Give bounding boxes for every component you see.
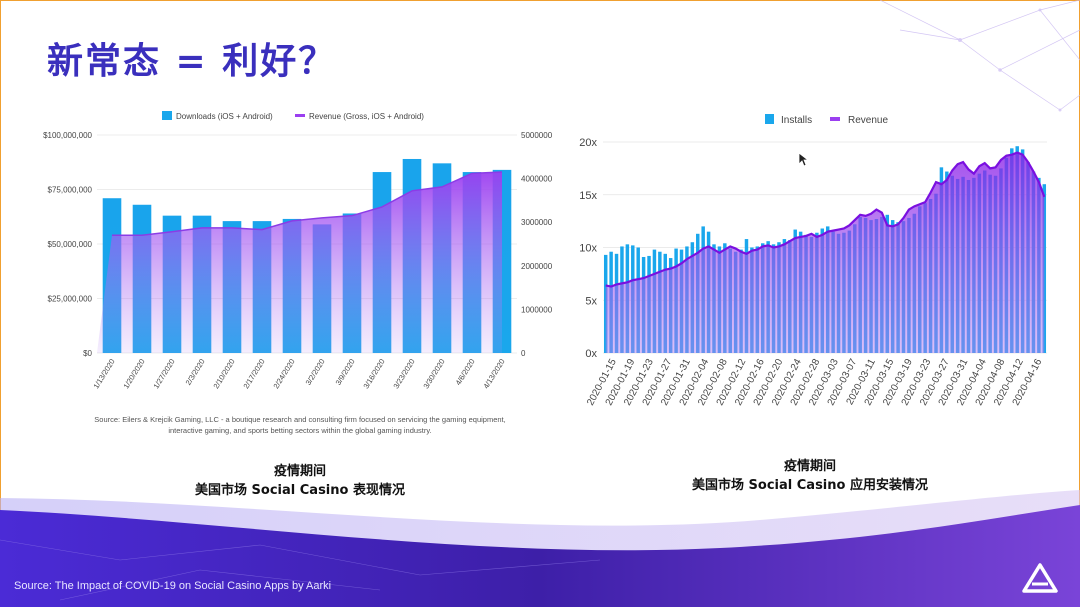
legend-revenue-swatch <box>295 114 305 117</box>
legend-revenue-label: Revenue (Gross, iOS + Android) <box>309 112 424 121</box>
aarki-triangle-icon <box>1022 563 1058 593</box>
installs-bar <box>603 254 608 353</box>
right-caption-line-2: 美国市场 Social Casino 应用安装情况 <box>692 478 928 493</box>
legend-downloads-swatch <box>162 111 172 120</box>
legend-downloads-label: Downloads (iOS + Android) <box>176 112 273 121</box>
x-tick-label: 2/3/2020 <box>184 357 207 387</box>
source-note-line-2: interactive gaming, and sports betting s… <box>168 426 432 435</box>
x-tick-label: 1/27/2020 <box>151 357 176 390</box>
revenue-area <box>605 152 1045 353</box>
y-right-tick-label: 1000000 <box>521 305 553 314</box>
y-right-tick-label: 5000000 <box>521 131 553 140</box>
right-caption: 疫情期间 美国市场 Social Casino 应用安装情况 <box>660 457 960 495</box>
installs-bar <box>1042 184 1047 353</box>
y-tick-label: 5x <box>585 295 597 307</box>
left-caption-line-1: 疫情期间 <box>273 464 326 479</box>
x-tick-label: 1/20/2020 <box>121 357 146 390</box>
x-tick-label: 2/10/2020 <box>211 357 236 390</box>
left-caption-line-2: 美国市场 Social Casino 表现情况 <box>195 483 405 498</box>
x-tick-label: 3/2/2020 <box>304 357 327 387</box>
legend-installs-label: Installs <box>781 115 812 126</box>
installs-revenue-chart: Installs Revenue 0x5x10x15x20x2020-01-152… <box>579 114 1047 408</box>
y-left-tick-label: $0 <box>83 349 92 358</box>
x-tick-label: 4/13/2020 <box>481 357 506 390</box>
revenue-line <box>605 151 1046 288</box>
x-tick-label: 3/9/2020 <box>334 357 357 387</box>
x-tick-label: 4/6/2020 <box>454 357 477 387</box>
revenue-area <box>97 172 502 353</box>
right-caption-line-1: 疫情期间 <box>783 459 836 474</box>
y-tick-label: 0x <box>585 348 597 360</box>
footer-source: Source: The Impact of COVID-19 on Social… <box>14 580 332 592</box>
x-tick-label: 1/13/2020 <box>91 357 116 390</box>
x-tick-label: 2/24/2020 <box>271 357 296 390</box>
y-right-tick-label: 4000000 <box>521 175 553 184</box>
x-tick-label: 3/23/2020 <box>391 357 416 390</box>
chart-source-note: Source: Eilers & Krejcik Gaming, LLC - a… <box>60 414 540 436</box>
y-tick-label: 10x <box>579 243 597 255</box>
x-tick-label: 3/16/2020 <box>361 357 386 390</box>
legend-revenue-swatch <box>830 117 840 121</box>
legend-installs-swatch <box>765 114 774 124</box>
y-left-tick-label: $75,000,000 <box>48 186 93 195</box>
y-tick-label: 20x <box>579 137 597 149</box>
y-left-tick-label: $100,000,000 <box>43 131 92 140</box>
downloads-revenue-chart: Downloads (iOS + Android) Revenue (Gross,… <box>43 111 553 390</box>
source-note-line-1: Source: Eilers & Krejcik Gaming, LLC - a… <box>94 415 506 424</box>
x-tick-label: 2/17/2020 <box>241 357 266 390</box>
y-left-tick-label: $25,000,000 <box>48 295 93 304</box>
slide-title: 新常态 = 利好？ <box>47 41 337 82</box>
y-right-tick-label: 3000000 <box>521 218 553 227</box>
y-tick-label: 15x <box>579 190 597 202</box>
y-right-tick-label: 0 <box>521 349 526 358</box>
revenue-line <box>112 171 503 237</box>
left-caption: 疫情期间 美国市场 Social Casino 表现情况 <box>160 462 440 500</box>
y-right-tick-label: 2000000 <box>521 262 553 271</box>
mouse-pointer-icon <box>798 152 810 167</box>
x-tick-label: 3/30/2020 <box>421 357 446 390</box>
legend-revenue-label: Revenue <box>848 115 888 126</box>
y-left-tick-label: $50,000,000 <box>48 240 93 249</box>
